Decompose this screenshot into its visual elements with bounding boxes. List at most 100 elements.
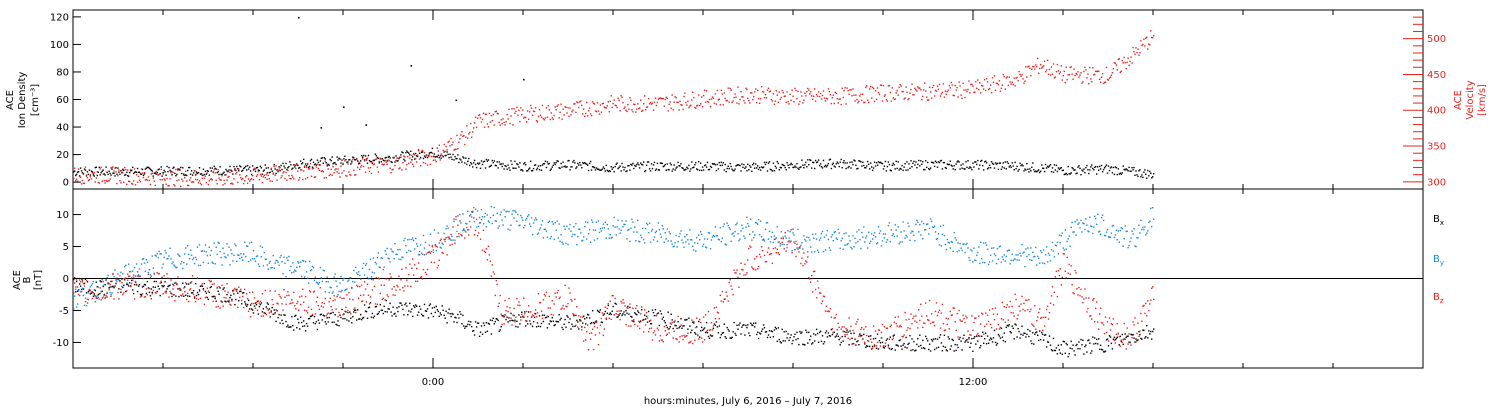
ion-density-point	[796, 163, 798, 165]
bz-point	[227, 291, 229, 293]
bx-point	[952, 339, 954, 342]
velocity-point	[176, 179, 178, 182]
bx-point	[157, 285, 159, 287]
bz-point	[82, 282, 85, 285]
by-point	[212, 262, 214, 264]
bz-point	[275, 309, 277, 311]
bx-point	[413, 305, 415, 307]
velocity-point	[572, 109, 574, 111]
ion-density-point	[1016, 165, 1018, 168]
bx-point	[289, 326, 291, 328]
by-point	[578, 228, 580, 230]
by-point	[1033, 256, 1035, 258]
bz-point	[95, 297, 97, 299]
bz-point	[301, 295, 303, 297]
bx-point	[837, 335, 839, 337]
bx-point	[436, 309, 438, 311]
ion-density-point	[800, 166, 802, 168]
bx-point	[621, 314, 623, 317]
bx-point	[648, 320, 651, 322]
bz-point	[395, 289, 397, 291]
by-point	[804, 238, 806, 241]
ion-density-point	[532, 167, 535, 170]
by-point	[853, 246, 855, 248]
bx-point	[891, 347, 893, 350]
by-point	[833, 231, 835, 234]
bx-point	[73, 278, 75, 281]
velocity-point	[94, 181, 96, 183]
bx-point	[784, 340, 786, 342]
by-point	[966, 242, 968, 245]
ion-density-point	[1146, 177, 1148, 179]
ion-density-point	[457, 154, 459, 156]
velocity-point	[342, 162, 344, 165]
velocity-point	[1153, 35, 1155, 37]
velocity-point	[769, 90, 772, 92]
velocity-point	[417, 150, 420, 152]
by-point	[689, 229, 691, 231]
velocity-point	[573, 103, 575, 105]
ion-density-point	[780, 167, 782, 169]
ion-density-point	[826, 164, 829, 167]
by-point	[1038, 257, 1040, 260]
bx-point	[936, 338, 939, 340]
ion-density-point	[741, 163, 743, 165]
bx-point	[670, 313, 672, 315]
by-point	[942, 224, 945, 227]
by-point	[1099, 230, 1101, 232]
bx-point	[523, 316, 525, 318]
ion-density-point	[887, 161, 890, 163]
bx-point	[945, 349, 947, 351]
by-point	[328, 291, 330, 294]
bz-point	[151, 293, 153, 295]
ion-density-point	[614, 165, 616, 168]
by-point	[1021, 243, 1023, 246]
bx-point	[845, 331, 847, 333]
bx-point	[1089, 342, 1091, 344]
by-point	[271, 266, 273, 269]
velocity-point	[155, 170, 157, 173]
by-point	[1094, 215, 1096, 217]
ion-density-point	[311, 166, 314, 168]
bx-point	[1056, 353, 1059, 355]
bz-point	[129, 271, 131, 273]
velocity-point	[1128, 64, 1130, 67]
by-point	[714, 226, 717, 228]
velocity-point	[101, 180, 103, 182]
bx-point	[156, 290, 158, 293]
bx-point	[830, 328, 833, 331]
velocity-point	[362, 165, 365, 168]
ion-density-point	[764, 163, 767, 166]
ion-density-point	[1118, 173, 1120, 175]
ion-density-point	[812, 161, 814, 163]
by-point	[1064, 229, 1066, 231]
bx-point	[987, 342, 990, 344]
by-point	[980, 241, 982, 243]
bz-point	[242, 295, 244, 298]
ion-density-point	[332, 162, 334, 165]
ion-density-point	[229, 165, 231, 168]
velocity-point	[1135, 47, 1137, 49]
by-point	[1040, 250, 1042, 252]
velocity-point	[251, 175, 254, 177]
bx-point	[347, 311, 349, 314]
velocity-point	[201, 177, 204, 179]
velocity-point	[93, 171, 95, 174]
by-point	[928, 227, 931, 230]
velocity-point	[608, 111, 610, 113]
bz-point	[259, 300, 262, 303]
velocity-point	[606, 105, 608, 107]
ion-density-point	[605, 164, 607, 167]
velocity-point	[907, 99, 909, 101]
by-point	[846, 243, 848, 246]
bz-point	[199, 297, 202, 300]
bz-point	[541, 317, 544, 320]
velocity-point	[619, 110, 621, 112]
bx-point	[239, 290, 241, 293]
bz-point	[134, 275, 137, 277]
ion-density-point	[218, 173, 220, 176]
bx-point	[484, 331, 487, 333]
ion-density-point	[391, 161, 393, 164]
ion-density-point	[329, 158, 331, 161]
velocity-point	[318, 169, 321, 171]
